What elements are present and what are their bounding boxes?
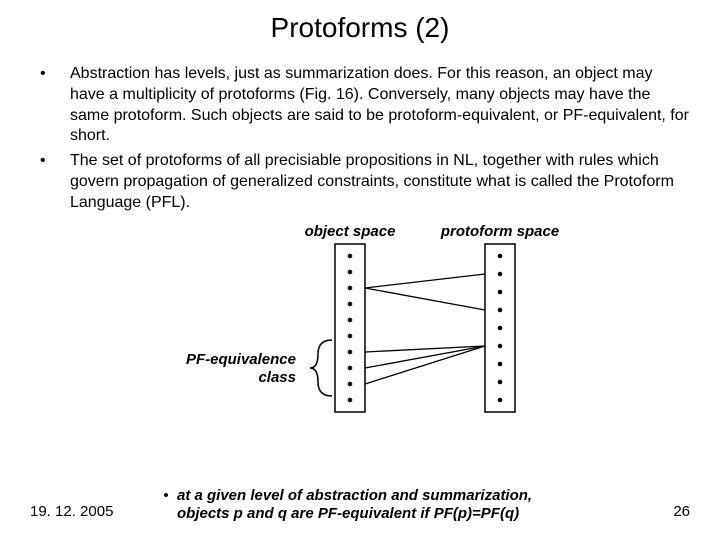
caption-line-1: at a given level of abstraction and summ… [177, 487, 532, 506]
bullet-marker: • [30, 151, 70, 213]
caption-line-2: objects p and q are PF-equivalent if PF(… [177, 505, 519, 524]
footer-date: 19. 12. 2005 [30, 503, 113, 520]
page-title: Protoforms (2) [0, 0, 720, 44]
protoform-diagram: object space protoform space PF-equivalenc… [140, 220, 580, 430]
figure-container: object space protoform space PF-equivalenc… [0, 220, 720, 430]
svg-text:object space: object space [305, 223, 396, 240]
bullet-text: Abstraction has levels, just as summariz… [70, 64, 690, 147]
svg-text:protoform space: protoform space [440, 223, 559, 240]
footer-page-number: 26 [673, 503, 690, 520]
bullet-marker: • [155, 487, 177, 506]
figure-caption: • at a given level of abstraction and su… [155, 487, 532, 525]
bullet-marker: • [30, 64, 70, 147]
svg-text:class: class [258, 369, 296, 386]
bullet-text: The set of protoforms of all precisiable… [70, 151, 690, 213]
bullet-list: • Abstraction has levels, just as summar… [0, 44, 720, 214]
list-item: • The set of protoforms of all precisiab… [30, 151, 690, 213]
svg-text:PF-equivalence: PF-equivalence [186, 351, 296, 368]
list-item: • Abstraction has levels, just as summar… [30, 64, 690, 147]
